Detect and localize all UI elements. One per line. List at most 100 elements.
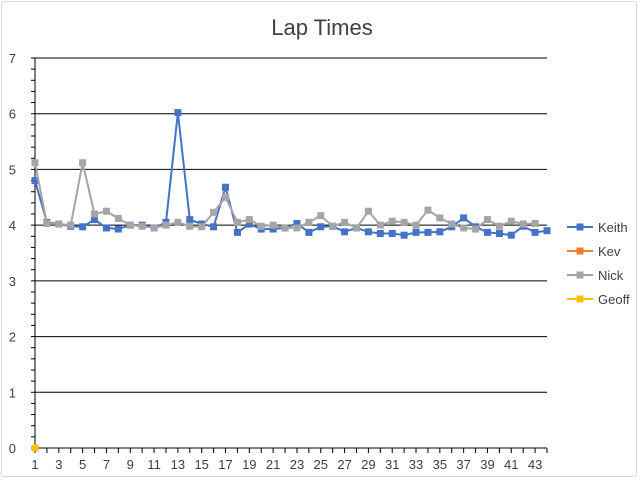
data-point-nick	[222, 193, 230, 201]
series-geoff	[31, 444, 39, 452]
data-point-keith	[364, 228, 372, 236]
x-tick-label-39: 39	[480, 457, 494, 472]
data-point-keith	[341, 228, 349, 236]
data-point-nick	[460, 224, 468, 232]
y-tick-label-4: 4	[9, 218, 16, 233]
x-tick-label-17: 17	[218, 457, 232, 472]
data-point-nick	[210, 208, 218, 216]
y-tick-label-2: 2	[9, 330, 16, 345]
data-point-keith	[305, 228, 313, 236]
x-tick-label-15: 15	[194, 457, 208, 472]
data-point-keith	[174, 109, 182, 117]
data-point-nick	[305, 218, 313, 226]
data-point-nick	[67, 221, 75, 229]
data-point-keith	[376, 230, 384, 237]
legend-item-geoff: Geoff	[567, 292, 630, 307]
data-point-keith	[210, 223, 218, 231]
data-point-nick	[293, 224, 301, 232]
data-point-nick	[126, 221, 134, 229]
data-point-geoff	[31, 444, 39, 452]
legend-marker	[576, 247, 584, 255]
data-point-nick	[102, 207, 110, 215]
data-point-nick	[55, 220, 63, 228]
series-line-nick	[34, 161, 536, 231]
data-point-nick	[352, 224, 360, 232]
legend-item-nick: Nick	[567, 268, 624, 283]
gridlines	[35, 57, 547, 393]
data-point-keith	[507, 231, 515, 239]
legend: Keith Kev Nick Geoff	[567, 220, 630, 307]
data-point-keith	[388, 230, 396, 237]
x-tick-label-41: 41	[504, 457, 518, 472]
data-point-nick	[507, 217, 515, 225]
data-point-nick	[531, 219, 539, 227]
data-point-nick	[424, 206, 432, 214]
data-point-keith	[102, 224, 110, 232]
data-point-nick	[472, 225, 480, 233]
data-point-keith	[31, 177, 39, 185]
y-tick-label-7: 7	[9, 51, 16, 66]
x-tick-label-9: 9	[127, 457, 134, 472]
data-point-nick	[114, 214, 122, 222]
legend-label: Kev	[598, 244, 621, 259]
data-point-nick	[150, 224, 158, 232]
legend-item-kev: Kev	[567, 244, 621, 259]
x-tick-label-31: 31	[385, 457, 399, 472]
data-point-nick	[364, 207, 372, 215]
data-point-nick	[329, 222, 337, 230]
x-tick-label-33: 33	[409, 457, 423, 472]
series-line-keith	[34, 111, 548, 237]
x-tick-label-11: 11	[147, 457, 161, 472]
x-tick-label-1: 1	[31, 457, 38, 472]
data-point-nick	[281, 224, 289, 232]
data-point-keith	[436, 228, 444, 236]
chart-title: Lap Times	[271, 15, 373, 40]
legend-marker	[576, 295, 584, 303]
data-point-nick	[269, 221, 277, 229]
data-point-nick	[43, 219, 51, 227]
data-point-nick	[257, 222, 265, 230]
y-tick-label-0: 0	[9, 441, 16, 456]
data-point-keith	[531, 228, 539, 236]
legend-label: Nick	[598, 268, 624, 283]
series-nick	[31, 159, 539, 233]
data-point-nick	[317, 212, 325, 220]
y-tick-label-3: 3	[9, 274, 16, 289]
x-tick-label-43: 43	[528, 457, 542, 472]
y-tick-label-1: 1	[9, 385, 16, 400]
data-point-keith	[543, 227, 551, 235]
x-tick-label-27: 27	[337, 457, 351, 472]
data-point-nick	[79, 159, 87, 167]
x-tick-label-21: 21	[266, 457, 280, 472]
x-tick-label-13: 13	[171, 457, 185, 472]
data-point-keith	[293, 219, 301, 227]
x-tick-label-23: 23	[290, 457, 304, 472]
x-tick-label-19: 19	[242, 457, 256, 472]
data-point-nick	[245, 216, 253, 224]
legend-marker	[576, 271, 584, 279]
x-tick-label-37: 37	[456, 457, 470, 472]
data-point-nick	[376, 221, 384, 229]
data-point-nick	[436, 214, 444, 222]
data-point-nick	[186, 222, 194, 230]
legend-label: Geoff	[598, 292, 630, 307]
data-point-nick	[31, 159, 39, 167]
data-point-keith	[495, 230, 503, 237]
data-point-keith	[245, 220, 253, 228]
y-tick-label-6: 6	[9, 107, 16, 122]
data-point-keith	[400, 231, 408, 239]
data-point-keith	[412, 228, 420, 236]
data-point-nick	[519, 220, 527, 228]
data-point-keith	[483, 228, 491, 236]
legend-label: Keith	[598, 220, 628, 235]
data-point-nick	[483, 216, 491, 224]
data-point-nick	[174, 218, 182, 226]
data-point-keith	[269, 225, 277, 233]
x-tick-label-5: 5	[79, 457, 86, 472]
data-point-nick	[388, 217, 396, 225]
data-point-keith	[222, 183, 230, 191]
legend-marker	[576, 223, 584, 231]
